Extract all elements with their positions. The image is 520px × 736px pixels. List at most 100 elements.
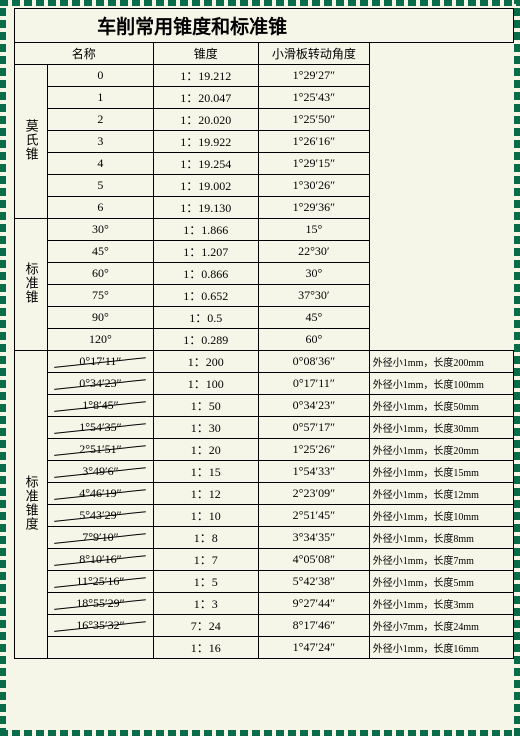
cell-taper: 1：19.130 [153,197,258,219]
cell-taper: 1：5 [153,571,258,593]
border-bottom [0,730,520,736]
cell-angle: 1°25′50″ [258,109,369,131]
border-top [0,0,520,6]
cell-taper: 1：0.5 [153,307,258,329]
border-left [0,0,6,736]
cell-name [48,637,153,659]
cell-name: 2°51′51″ [48,439,153,461]
cell-taper: 1：12 [153,483,258,505]
table-row: 莫氏锥01：19.2121°29′27″ [15,65,514,87]
cell-name: 6 [48,197,153,219]
cell-taper: 1：1.866 [153,219,258,241]
cell-note [369,219,513,241]
cell-note: 外径小1mm，长度50mm [369,395,513,417]
cell-name: 30° [48,219,153,241]
cell-taper: 1：20.020 [153,109,258,131]
table-row: 8°10′16″1：74°05′08″外径小1mm，长度7mm [15,549,514,571]
cell-taper: 1：16 [153,637,258,659]
cell-note: 外径小1mm，长度20mm [369,439,513,461]
cell-angle: 0°57′17″ [258,417,369,439]
page-title: 车削常用锥度和标准锥 [15,9,370,43]
header-name: 名称 [15,43,154,65]
cell-note: 外径小1mm，长度7mm [369,549,513,571]
table-row: 1°54′35″1：300°57′17″外径小1mm，长度30mm [15,417,514,439]
cell-angle: 1°29′27″ [258,65,369,87]
cell-name: 4 [48,153,153,175]
cell-name: 1°54′35″ [48,417,153,439]
cell-angle: 1°25′26″ [258,439,369,461]
table-row: 75°1：0.65237°30′ [15,285,514,307]
cell-angle: 8°17′46″ [258,615,369,637]
cell-angle: 2°51′45″ [258,505,369,527]
header-row: 名称 锥度 小滑板转动角度 [15,43,514,65]
table-row: 90°1：0.545° [15,307,514,329]
cell-name: 4°46′19″ [48,483,153,505]
cell-angle: 2°23′09″ [258,483,369,505]
cell-taper: 1：19.002 [153,175,258,197]
table-row: 1：161°47′24″外径小1mm，长度16mm [15,637,514,659]
cell-taper: 1：0.652 [153,285,258,307]
cell-angle: 1°29′15″ [258,153,369,175]
cell-name: 3 [48,131,153,153]
cell-angle: 1°47′24″ [258,637,369,659]
header-blank [369,43,513,65]
cell-note [369,241,513,263]
table-row: 标准锥30°1：1.86615° [15,219,514,241]
header-angle: 小滑板转动角度 [258,43,369,65]
table-row: 11：20.0471°25′43″ [15,87,514,109]
table-row: 2°51′51″1：201°25′26″外径小1mm，长度20mm [15,439,514,461]
cell-taper: 1：10 [153,505,258,527]
cell-note [369,109,513,131]
cell-angle: 37°30′ [258,285,369,307]
cell-taper: 1：19.254 [153,153,258,175]
table-row: 45°1：1.20722°30′ [15,241,514,263]
cell-name: 18°55′29″ [48,593,153,615]
table-row: 31：19.9221°26′16″ [15,131,514,153]
cell-note [369,285,513,307]
cell-note: 外径小1mm，长度30mm [369,417,513,439]
cell-angle: 22°30′ [258,241,369,263]
cell-angle: 1°25′43″ [258,87,369,109]
cell-angle: 1°29′36″ [258,197,369,219]
cell-name: 45° [48,241,153,263]
table-row: 60°1：0.86630° [15,263,514,285]
cell-taper: 1：30 [153,417,258,439]
cell-name: 90° [48,307,153,329]
table-row: 5°43′29″1：102°51′45″外径小1mm，长度10mm [15,505,514,527]
section-label: 标准锥度 [15,351,48,659]
table-row: 16°35′32″7：248°17′46″外径小7mm，长度24mm [15,615,514,637]
cell-name: 5 [48,175,153,197]
section-label: 莫氏锥 [15,65,48,219]
cell-angle: 9°27′44″ [258,593,369,615]
cell-note: 外径小7mm，长度24mm [369,615,513,637]
table-row: 18°55′29″1：39°27′44″外径小1mm，长度3mm [15,593,514,615]
cell-note: 外径小1mm，长度100mm [369,373,513,395]
cell-note [369,131,513,153]
cell-note [369,197,513,219]
cell-taper: 1：100 [153,373,258,395]
table-row: 11°25′16″1：55°42′38″外径小1mm，长度5mm [15,571,514,593]
cell-name: 5°43′29″ [48,505,153,527]
cell-note [369,329,513,351]
taper-table: 车削常用锥度和标准锥 名称 锥度 小滑板转动角度 莫氏锥01：19.2121°2… [14,8,514,659]
content-area: 车削常用锥度和标准锥 名称 锥度 小滑板转动角度 莫氏锥01：19.2121°2… [14,8,514,730]
table-row: 3°49′6″1：151°54′33″外径小1mm，长度15mm [15,461,514,483]
cell-name: 60° [48,263,153,285]
cell-taper: 1：3 [153,593,258,615]
header-taper: 锥度 [153,43,258,65]
cell-taper: 1：200 [153,351,258,373]
cell-name: 1 [48,87,153,109]
cell-note: 外径小1mm，长度5mm [369,571,513,593]
cell-taper: 1：15 [153,461,258,483]
cell-note [369,307,513,329]
cell-note: 外径小1mm，长度15mm [369,461,513,483]
table-row: 21：20.0201°25′50″ [15,109,514,131]
cell-taper: 1：19.922 [153,131,258,153]
cell-name: 75° [48,285,153,307]
table-row: 标准锥度0°17′11″1：2000°08′36″外径小1mm，长度200mm [15,351,514,373]
cell-angle: 0°08′36″ [258,351,369,373]
title-blank [369,9,513,43]
cell-taper: 1：7 [153,549,258,571]
cell-angle: 1°54′33″ [258,461,369,483]
section-label-text: 莫氏锥 [22,119,41,161]
